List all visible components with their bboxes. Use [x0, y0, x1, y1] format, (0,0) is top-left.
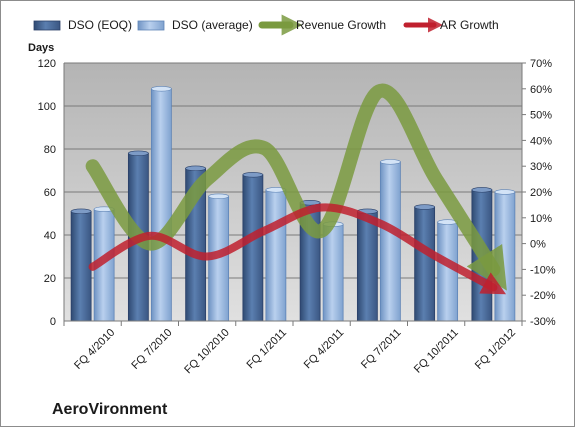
legend-swatch: [33, 20, 61, 31]
bar-top: [494, 189, 516, 195]
y2-tick-label: 40%: [530, 135, 552, 147]
bar-top: [151, 86, 172, 92]
bar-dso-eoq: [356, 210, 378, 322]
bar-dso-eoq: [242, 174, 264, 322]
y2-tick-label: 10%: [530, 213, 552, 225]
y-axis-title: Days: [28, 42, 54, 54]
company-annotation: AeroVironment: [52, 401, 168, 418]
bar-top: [380, 159, 401, 165]
line-revenue-growth: [85, 83, 507, 291]
legend-label: DSO (EOQ): [68, 18, 132, 32]
bar-top: [128, 150, 149, 157]
legend-label: DSO (average): [172, 18, 253, 32]
legend-item: Revenue Growth: [258, 14, 386, 36]
legend-label: Revenue Growth: [296, 18, 386, 32]
y-tick-label: 40: [44, 230, 56, 242]
y-tick-label: 100: [38, 101, 56, 113]
y2-tick-label: 0%: [530, 239, 546, 251]
line-marks: [85, 83, 507, 295]
bar-dso-average: [322, 223, 344, 322]
legend-item: DSO (average): [137, 18, 253, 32]
y-tick-label: 80: [44, 144, 56, 156]
legend-item: DSO (EOQ): [33, 18, 132, 32]
y2-tick-label: 20%: [530, 187, 552, 199]
y2-tick-label: -30%: [530, 316, 556, 328]
bar-dso-average: [437, 221, 459, 322]
bar-dso-average: [265, 189, 287, 322]
y2-tick-label: 60%: [530, 84, 552, 96]
bar-top: [414, 204, 435, 210]
bar-dso-eoq: [414, 206, 436, 322]
y-tick-label: 20: [44, 273, 56, 285]
bar-dso-average: [379, 161, 401, 322]
legend-item: AR Growth: [403, 17, 499, 33]
y2-tick-label: 70%: [530, 58, 552, 70]
y2-tick-label: -10%: [530, 264, 556, 276]
legend-swatch: [137, 20, 165, 31]
bar-top: [208, 193, 229, 200]
bar-top: [70, 208, 92, 215]
bar-top: [471, 187, 493, 193]
y2-tick-label: 50%: [530, 110, 552, 122]
y-tick-label: 120: [38, 58, 56, 70]
y-tick-label: 60: [44, 187, 56, 199]
bar-dso-eoq: [70, 210, 92, 322]
legend-label: AR Growth: [440, 18, 499, 32]
legend: DSO (EOQ) DSO (average) Revenue Growth AR G…: [33, 14, 499, 36]
bar-dso-average: [150, 88, 172, 322]
bar-top: [242, 172, 264, 178]
y2-tick-label: -20%: [530, 290, 556, 302]
bar-dso-average: [494, 191, 516, 322]
y-tick-label: 0: [50, 316, 56, 328]
line-ar-growth: [88, 203, 507, 295]
y2-tick-label: 30%: [530, 161, 552, 173]
bar-top: [185, 165, 206, 172]
